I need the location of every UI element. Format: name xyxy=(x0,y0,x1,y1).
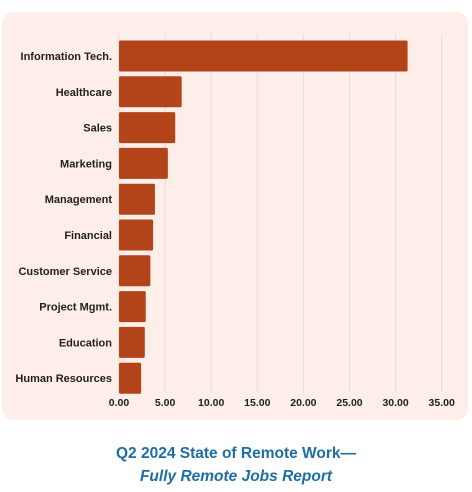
bar xyxy=(119,291,146,323)
category-label: Healthcare xyxy=(56,87,112,99)
bar xyxy=(119,219,154,251)
bar xyxy=(119,183,155,215)
bar xyxy=(119,326,145,358)
bar xyxy=(119,255,151,287)
category-label: Human Resources xyxy=(15,373,112,385)
bar-chart: Information Tech. Healthcare Sales Marketin… xyxy=(15,34,455,409)
x-tick-label: 35.00 xyxy=(429,397,455,409)
category-label: Information Tech. xyxy=(21,51,112,63)
category-label: Financial xyxy=(64,230,112,242)
x-tick-label: 15.00 xyxy=(244,397,270,409)
bars xyxy=(119,40,408,394)
bar xyxy=(119,40,408,72)
x-tick-label: 10.00 xyxy=(198,397,224,409)
category-label: Education xyxy=(59,337,112,349)
x-tick-label: 5.00 xyxy=(155,397,176,409)
x-tick-label: 20.00 xyxy=(290,397,316,409)
x-tick-labels: 0.00 5.00 10.00 15.00 20.00 25.00 30.00 35.00 xyxy=(109,397,455,409)
report-title: Q2 2024 State of Remote Work— xyxy=(115,445,357,462)
bar xyxy=(119,362,142,394)
category-label: Management xyxy=(45,194,113,206)
x-tick-label: 0.00 xyxy=(109,397,130,409)
category-label: Project Mgmt. xyxy=(39,302,112,314)
bar xyxy=(119,147,168,179)
x-tick-label: 25.00 xyxy=(336,397,362,409)
chart-panel: Information Tech. Healthcare Sales Marketin… xyxy=(2,12,468,420)
category-label: Sales xyxy=(83,123,112,135)
category-label: Marketing xyxy=(60,158,112,170)
x-tick-label: 30.00 xyxy=(382,397,408,409)
bar xyxy=(119,76,182,108)
category-labels: Information Tech. Healthcare Sales Marketin… xyxy=(15,51,112,385)
bar xyxy=(119,112,176,144)
category-label: Customer Service xyxy=(18,266,112,278)
report-subtitle: Fully Remote Jobs Report xyxy=(139,468,333,485)
report-footer: Q2 2024 State of Remote Work— Fully Remo… xyxy=(0,444,472,488)
